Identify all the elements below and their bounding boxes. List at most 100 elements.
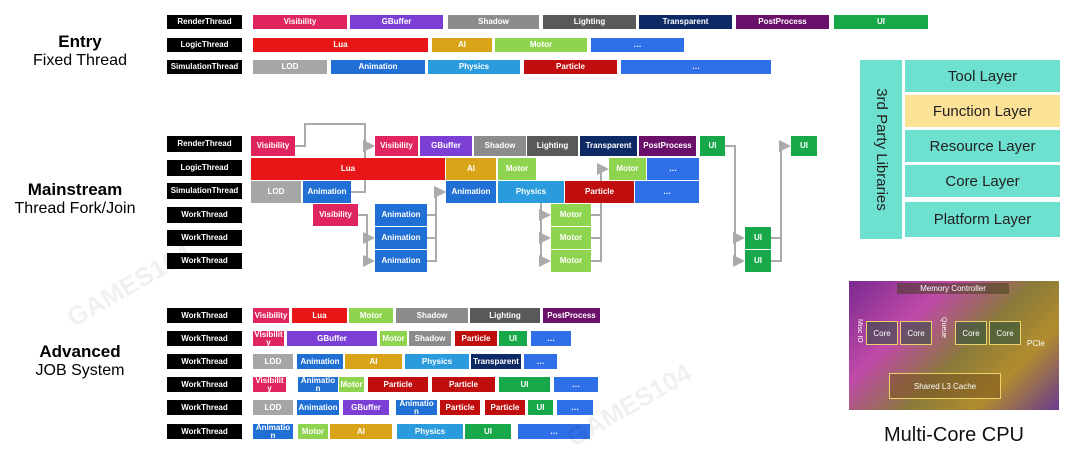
task-block-motor: Motor bbox=[349, 308, 393, 323]
task-block-ellipsis: … bbox=[635, 181, 699, 203]
advanced-subtitle: JOB System bbox=[35, 362, 125, 379]
thread-label-renderthread: RenderThread bbox=[167, 136, 242, 152]
mainstream-subtitle: Thread Fork/Join bbox=[14, 200, 136, 217]
task-block-ui: UI bbox=[834, 15, 928, 29]
task-block-motor: Motor bbox=[551, 227, 591, 249]
core-4: Core bbox=[989, 321, 1021, 345]
core-3: Core bbox=[955, 321, 987, 345]
queue-label: Queue bbox=[940, 317, 947, 339]
task-block-ellipsis: … bbox=[591, 38, 684, 52]
task-block-motor: Motor bbox=[551, 204, 591, 226]
task-block-lua: Lua bbox=[251, 158, 445, 180]
dependency-arrow bbox=[539, 238, 551, 267]
task-block-transparent: Transparent bbox=[471, 354, 521, 369]
advanced-section-title: Advanced JOB System bbox=[10, 342, 150, 380]
task-block-shadow: Shadow bbox=[448, 15, 539, 29]
task-block-particle: Particle bbox=[565, 181, 634, 203]
task-block-animation: Animation bbox=[375, 250, 427, 272]
task-block-particle: Particle bbox=[432, 377, 495, 392]
core-1: Core bbox=[866, 321, 898, 345]
cpu-die-image: Memory Controller Misc IO Core Core Queu… bbox=[849, 281, 1059, 410]
task-block-visibility: Visibility bbox=[313, 204, 358, 226]
task-block-lod: LOD bbox=[253, 354, 293, 369]
thread-label-workthread: WorkThread bbox=[167, 253, 242, 269]
thread-label-renderthread: RenderThread bbox=[167, 15, 242, 29]
thread-label-workthread: WorkThread bbox=[167, 207, 242, 223]
task-block-particle: Particle bbox=[485, 400, 525, 415]
task-block-visibility: Visibility bbox=[251, 136, 295, 156]
task-block-animation: Animation bbox=[375, 227, 427, 249]
pcie-label: PCIe bbox=[1027, 339, 1045, 348]
task-block-lod: LOD bbox=[253, 60, 327, 74]
task-block-animation: Animation bbox=[297, 400, 339, 415]
task-block-animation: Animation bbox=[253, 424, 293, 439]
dependency-arrow bbox=[427, 186, 446, 262]
task-block-ellipsis: … bbox=[524, 354, 557, 369]
thread-label-workthread: WorkThread bbox=[167, 354, 242, 369]
task-block-particle: Particle bbox=[455, 331, 497, 346]
task-block-lod: LOD bbox=[253, 400, 293, 415]
entry-section-title: Entry Fixed Thread bbox=[10, 32, 150, 70]
task-block-ai: AI bbox=[432, 38, 492, 52]
dependency-arrow bbox=[725, 145, 745, 244]
task-block-physics: Physics bbox=[397, 424, 463, 439]
task-block-visibility: Visibility bbox=[253, 308, 289, 323]
third-party-libraries-label: 3rd Party Libraries bbox=[872, 88, 890, 211]
task-block-animation: Animation bbox=[303, 181, 351, 203]
task-block-motor: Motor bbox=[609, 158, 646, 180]
thread-label-simulationthread: SimulationThread bbox=[167, 60, 242, 74]
misc-io-label: Misc IO bbox=[856, 319, 863, 343]
task-block-gbuffer: GBuffer bbox=[343, 400, 389, 415]
cpu-caption: Multi-Core CPU bbox=[883, 424, 1025, 446]
task-block-lua: Lua bbox=[292, 308, 347, 323]
task-block-ellipsis: … bbox=[531, 331, 571, 346]
task-block-ellipsis: … bbox=[557, 400, 593, 415]
dependency-arrow bbox=[539, 215, 551, 244]
task-block-ui: UI bbox=[465, 424, 511, 439]
task-block-animation: Animation bbox=[375, 204, 427, 226]
task-block-postprocess: PostProcess bbox=[736, 15, 829, 29]
task-block-gbuffer: GBuffer bbox=[350, 15, 443, 29]
thread-label-workthread: WorkThread bbox=[167, 230, 242, 246]
task-block-physics: Physics bbox=[498, 181, 564, 203]
thread-label-workthread: WorkThread bbox=[167, 400, 242, 415]
task-block-visibility: Visibility bbox=[375, 136, 418, 156]
task-block-motor: Motor bbox=[298, 424, 328, 439]
dependency-arrow bbox=[733, 238, 745, 267]
dependency-arrow bbox=[358, 214, 375, 267]
task-block-ui: UI bbox=[528, 400, 553, 415]
task-block-transparent: Transparent bbox=[580, 136, 637, 156]
memory-controller-label: Memory Controller bbox=[897, 283, 1009, 294]
dependency-arrow bbox=[295, 123, 375, 152]
task-block-ai: AI bbox=[446, 158, 496, 180]
thread-label-workthread: WorkThread bbox=[167, 308, 242, 323]
mainstream-section-title: Mainstream Thread Fork/Join bbox=[0, 180, 150, 218]
task-block-particle: Particle bbox=[368, 377, 428, 392]
task-block-ellipsis: … bbox=[647, 158, 699, 180]
task-block-ui: UI bbox=[791, 136, 817, 156]
task-block-ellipsis: … bbox=[518, 424, 590, 439]
task-block-particle: Particle bbox=[440, 400, 480, 415]
task-block-ui: UI bbox=[499, 377, 550, 392]
task-block-physics: Physics bbox=[405, 354, 469, 369]
task-block-motor: Motor bbox=[498, 158, 536, 180]
task-block-lighting: Lighting bbox=[470, 308, 540, 323]
task-block-visibility: Visibility bbox=[253, 377, 286, 392]
task-block-motor: Motor bbox=[495, 38, 587, 52]
task-block-lod: LOD bbox=[251, 181, 301, 203]
task-block-visibility: Visibility bbox=[253, 15, 347, 29]
thread-label-workthread: WorkThread bbox=[167, 424, 242, 439]
platform-layer: Platform Layer bbox=[905, 202, 1060, 237]
task-block-ui: UI bbox=[700, 136, 725, 156]
task-block-animation: Animation bbox=[298, 377, 338, 392]
resource-layer: Resource Layer bbox=[905, 130, 1060, 162]
task-block-visibility: Visibility bbox=[253, 331, 284, 346]
task-block-animation: Animation bbox=[446, 181, 496, 203]
task-block-ui: UI bbox=[499, 331, 527, 346]
dependency-arrow bbox=[771, 146, 782, 262]
task-block-animation: Animation bbox=[297, 354, 343, 369]
task-block-motor: Motor bbox=[551, 250, 591, 272]
task-block-motor: Motor bbox=[339, 377, 364, 392]
thread-label-workthread: WorkThread bbox=[167, 331, 242, 346]
entry-subtitle: Fixed Thread bbox=[33, 52, 127, 69]
